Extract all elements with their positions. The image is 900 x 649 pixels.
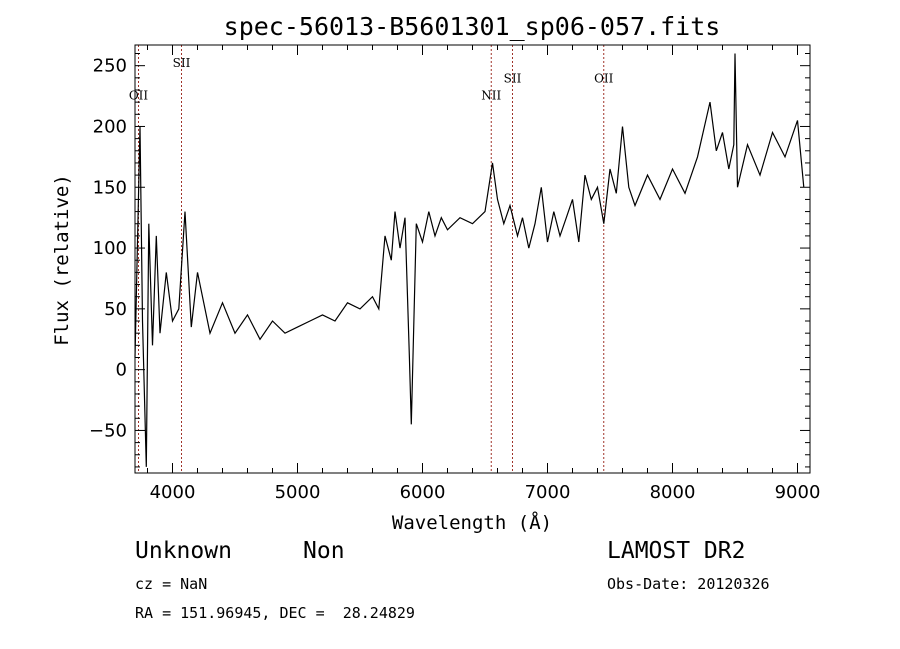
y-tick-label-1: 0	[116, 360, 127, 381]
redshift-text: cz = NaN	[135, 575, 208, 593]
x-axis-label: Wavelength (Å)	[392, 511, 552, 534]
line-marker-label-2: NII	[481, 89, 501, 103]
y-tick-label-6: 250	[93, 56, 127, 77]
obs-date-text: Obs-Date: 20120326	[607, 575, 770, 593]
x-tick-label-2: 6000	[400, 482, 446, 503]
spectrum-series-0	[134, 53, 805, 467]
y-tick-label-3: 100	[93, 238, 127, 259]
object-type: Unknown	[135, 538, 232, 564]
y-axis-label: Flux (relative)	[51, 174, 73, 346]
x-tick-label-1: 5000	[275, 482, 321, 503]
y-tick-label-0: −50	[89, 420, 127, 441]
y-tick-label-5: 200	[93, 116, 127, 137]
x-tick-label-0: 4000	[150, 482, 196, 503]
line-marker-label-0: OII	[129, 89, 149, 103]
line-marker-label-3: SII	[504, 72, 522, 86]
axes: 4000 5000 6000 7000 8000 9000 −50 0 50 100 150 200 2…	[89, 45, 820, 503]
line-marker-label-1: SII	[173, 56, 191, 70]
y-tick-label-2: 50	[104, 299, 127, 320]
survey-name: LAMOST DR2	[607, 538, 746, 564]
x-tick-label-5: 9000	[775, 482, 821, 503]
x-tick-label-4: 8000	[650, 482, 696, 503]
chart-title: spec-56013-B5601301_sp06-057.fits	[224, 12, 721, 41]
coordinates-text: RA = 151.96945, DEC = 28.24829	[135, 604, 415, 622]
y-tick-label-4: 150	[93, 177, 127, 198]
line-marker-label-4: OII	[594, 72, 614, 86]
object-subtype: Non	[303, 538, 345, 564]
x-tick-label-3: 7000	[525, 482, 571, 503]
